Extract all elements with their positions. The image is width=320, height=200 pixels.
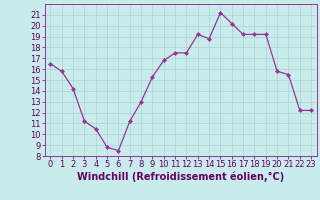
X-axis label: Windchill (Refroidissement éolien,°C): Windchill (Refroidissement éolien,°C): [77, 172, 284, 182]
